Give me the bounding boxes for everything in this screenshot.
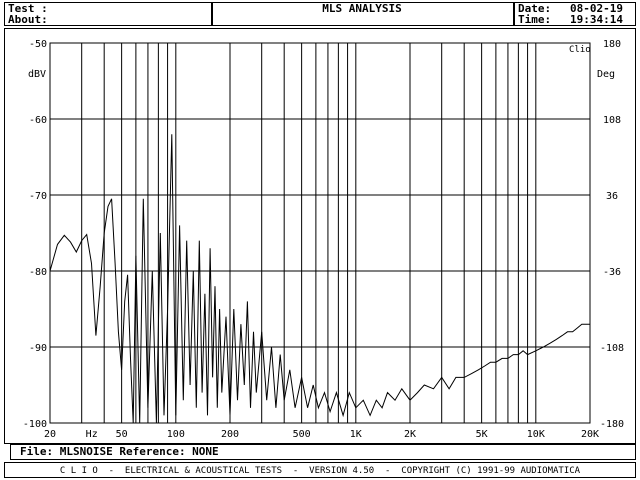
x-tick-label: 500: [293, 429, 311, 440]
y-tick-label-right: 36: [606, 191, 618, 202]
x-tick-label: 20K: [581, 429, 599, 440]
y-tick-label-right: -180: [600, 419, 624, 430]
page-title: MLS ANALYSIS: [322, 2, 402, 15]
clio-badge: Clio: [569, 45, 591, 55]
y-tick-label-left: -50: [29, 39, 47, 50]
y-tick-label-left: -80: [29, 267, 47, 278]
footer-copyright: C L I O - ELECTRICAL & ACOUSTICAL TESTS …: [59, 466, 581, 476]
x-tick-label: 20: [44, 429, 56, 440]
y-tick-label-right: -108: [600, 343, 624, 354]
about-label: About:: [8, 13, 48, 26]
series-line: [49, 134, 590, 424]
y-tick-label-left: -70: [29, 191, 47, 202]
y-tick-label-left: -90: [29, 343, 47, 354]
tick-labels: 20 50 100 200 500 1K 2K 5K 10K 20K Hz -50 -60 -70 -80 -…: [23, 39, 624, 440]
x-unit-label: Hz: [86, 429, 98, 440]
data-series: [49, 134, 590, 424]
y-tick-label-right: 108: [603, 115, 621, 126]
x-tick-label: 50: [116, 429, 128, 440]
y-tick-label-right: 180: [603, 39, 621, 50]
plot-panel: [4, 28, 636, 444]
grid-lines: [50, 42, 590, 424]
time-label: Time:: [518, 13, 552, 26]
header-datetime-box: [514, 2, 636, 26]
test-label: Test :: [8, 2, 48, 15]
file-bar: [10, 444, 636, 460]
y-tick-label-left: -60: [29, 115, 47, 126]
x-tick-label: 1K: [350, 429, 362, 440]
x-tick-label: 100: [167, 429, 185, 440]
y-tick-label-left: -100: [23, 419, 47, 430]
time-value: 19:34:14: [570, 13, 623, 26]
file-reference-label: File: MLSNOISE Reference: NONE: [20, 445, 219, 458]
date-value: 08-02-19: [570, 2, 623, 15]
footer-bar: [4, 462, 636, 478]
y-axis-label-right: Deg: [597, 69, 615, 80]
x-tick-label: 2K: [404, 429, 416, 440]
x-tick-label: 5K: [476, 429, 488, 440]
x-tick-label: 200: [221, 429, 239, 440]
date-label: Date:: [518, 2, 552, 15]
header-title-box: [212, 2, 514, 26]
header-test-box: [4, 2, 212, 26]
x-tick-label: 10K: [527, 429, 545, 440]
y-axis-label-left: dBV: [28, 69, 46, 80]
y-tick-label-right: -36: [603, 267, 621, 278]
